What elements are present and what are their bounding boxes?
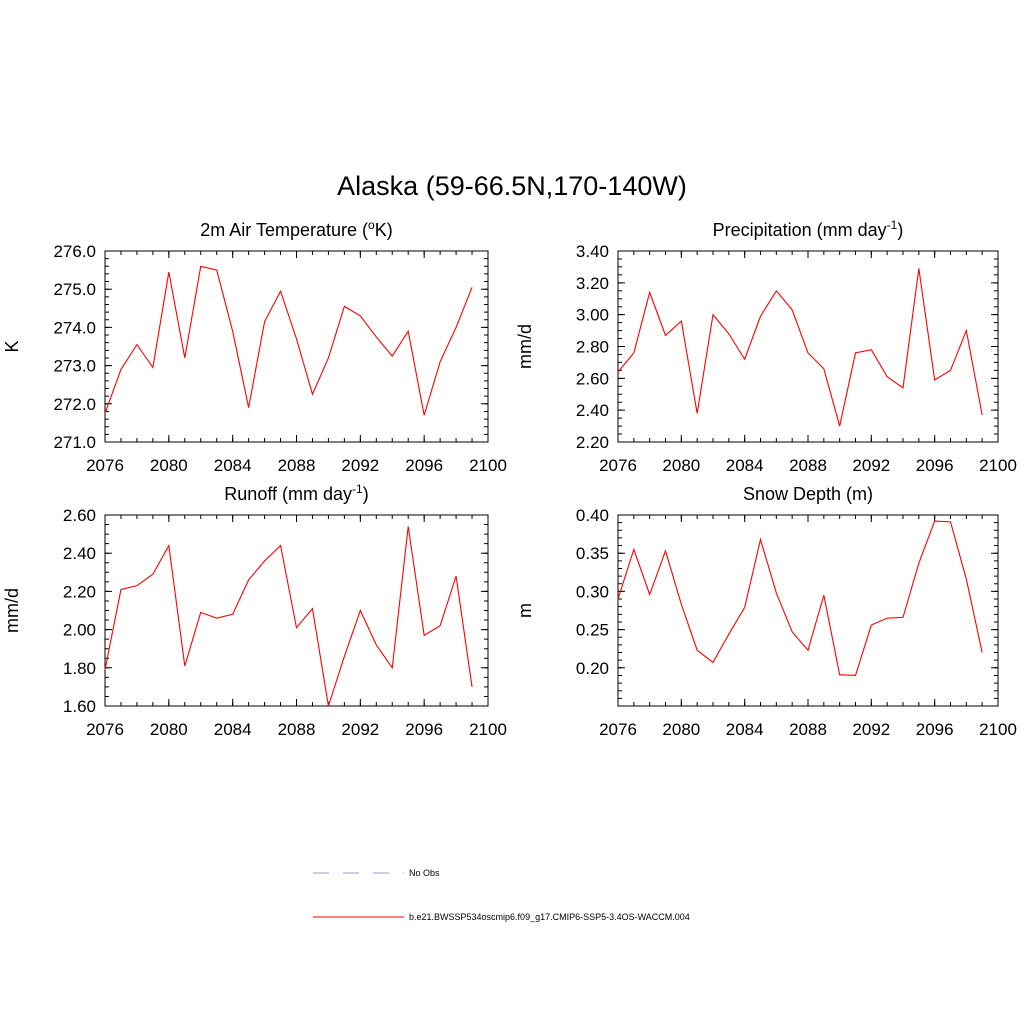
- y-tick-label: 271.0: [53, 433, 96, 452]
- y-tick-label: 272.0: [53, 395, 96, 414]
- y-tick-label: 3.40: [576, 242, 609, 261]
- x-tick-label: 2088: [789, 456, 827, 475]
- x-tick-label: 2096: [405, 720, 443, 739]
- x-tick-label: 2080: [150, 456, 188, 475]
- figure-title: Alaska (59-66.5N,170-140W): [337, 171, 687, 201]
- x-tick-label: 2100: [469, 456, 507, 475]
- y-tick-label: 0.30: [576, 582, 609, 601]
- panel-1: 2076 2080 2084 2088 2092 2096 2100 271.0 272.0 27…: [2, 218, 507, 475]
- panel-title-end: ): [897, 220, 903, 240]
- y-tick-label: 2.60: [63, 506, 96, 525]
- plot-frame: [104, 250, 489, 443]
- series-line: [617, 268, 983, 427]
- plot-frame: [617, 514, 999, 707]
- panel-title-end: K): [375, 220, 393, 240]
- panel-3: 2076 2080 2084 2088 2092 2096 2100 1.60 1.80 2.00…: [2, 482, 507, 739]
- panel-title-superscript: o: [368, 218, 375, 232]
- x-tick-label: 2092: [341, 456, 379, 475]
- x-tick-label: 2092: [852, 720, 890, 739]
- y-tick-label: 1.80: [63, 659, 96, 678]
- x-tick-label: 2076: [599, 456, 637, 475]
- y-tick-label: 2.40: [576, 401, 609, 420]
- y-tick-label: 2.40: [63, 544, 96, 563]
- x-tick-label: 2084: [214, 720, 252, 739]
- minor-ticks: [104, 514, 489, 707]
- series-line: [617, 520, 983, 677]
- panel-title-text: Precipitation (mm day: [713, 220, 887, 240]
- plot-frame: [617, 250, 999, 443]
- panel-title-text: Runoff (mm day: [224, 484, 352, 504]
- x-tick-label: 2088: [789, 720, 827, 739]
- panel-title: Precipitation (mm day-1): [713, 218, 904, 240]
- x-tick-label: 2096: [916, 456, 954, 475]
- y-axis-label: mm/d: [515, 324, 535, 369]
- x-tick-label: 2080: [662, 456, 700, 475]
- x-tick-label: 2092: [341, 720, 379, 739]
- y-tick-label: 2.20: [576, 433, 609, 452]
- y-tick-label: 3.00: [576, 306, 609, 325]
- panel-title-end: ): [363, 484, 369, 504]
- x-tick-label: 2084: [214, 456, 252, 475]
- x-tick-label: 2076: [599, 720, 637, 739]
- x-tick-label: 2076: [86, 720, 124, 739]
- panel-title-superscript: -1: [352, 482, 363, 496]
- y-tick-label: 0.20: [576, 659, 609, 678]
- series-line: [104, 526, 473, 707]
- panel-2: 2076 2080 2084 2088 2092 2096 2100 2.20 2.40 2.60…: [515, 218, 1017, 475]
- y-tick-label: 2.60: [576, 369, 609, 388]
- legend-label: b.e21.BWSSP534oscmip6.f09_g17.CMIP6-SSP5…: [409, 912, 690, 922]
- y-tick-label: 0.25: [576, 621, 609, 640]
- x-tick-label: 2080: [150, 720, 188, 739]
- x-tick-label: 2096: [405, 456, 443, 475]
- y-axis-label: K: [2, 340, 22, 352]
- y-tick-label: 3.20: [576, 274, 609, 293]
- minor-ticks: [617, 514, 999, 707]
- plot-frame: [104, 514, 489, 707]
- panel-title: Runoff (mm day-1): [224, 482, 368, 504]
- y-axis-label: m: [515, 603, 535, 618]
- minor-ticks: [617, 250, 999, 443]
- panels: 2076 2080 2084 2088 2092 2096 2100 271.0 272.0 27…: [2, 218, 1017, 739]
- y-tick-label: 0.35: [576, 544, 609, 563]
- x-tick-label: 2100: [979, 720, 1017, 739]
- y-tick-label: 2.80: [576, 338, 609, 357]
- y-tick-label: 1.60: [63, 697, 96, 716]
- panel-title-superscript: -1: [887, 218, 898, 232]
- x-tick-label: 2092: [852, 456, 890, 475]
- x-tick-label: 2096: [916, 720, 954, 739]
- y-axis-label: mm/d: [2, 588, 22, 633]
- y-tick-label: 273.0: [53, 357, 96, 376]
- x-tick-label: 2100: [979, 456, 1017, 475]
- panel-title-text: Snow Depth (m): [743, 484, 873, 504]
- legend-label: No Obs: [409, 868, 440, 878]
- y-tick-label: 274.0: [53, 318, 96, 337]
- panel-4: 2076 2080 2084 2088 2092 2096 2100 0.20 0.25 0.30…: [515, 484, 1017, 739]
- x-tick-label: 2100: [469, 720, 507, 739]
- minor-ticks: [104, 250, 489, 443]
- x-tick-label: 2088: [278, 456, 316, 475]
- legend: No Obs b.e21.BWSSP534oscmip6.f09_g17.CMIP…: [313, 868, 690, 922]
- y-tick-label: 0.40: [576, 506, 609, 525]
- panel-title: 2m Air Temperature (oK): [200, 218, 392, 240]
- x-tick-label: 2076: [86, 456, 124, 475]
- y-tick-label: 2.00: [63, 621, 96, 640]
- x-tick-label: 2088: [278, 720, 316, 739]
- x-tick-label: 2084: [726, 720, 764, 739]
- panel-title-text: 2m Air Temperature (: [200, 220, 368, 240]
- x-tick-label: 2084: [726, 456, 764, 475]
- y-tick-label: 2.20: [63, 582, 96, 601]
- panel-title: Snow Depth (m): [743, 484, 873, 504]
- y-tick-label: 276.0: [53, 242, 96, 261]
- x-tick-label: 2080: [662, 720, 700, 739]
- y-tick-label: 275.0: [53, 280, 96, 299]
- series-line: [104, 265, 473, 416]
